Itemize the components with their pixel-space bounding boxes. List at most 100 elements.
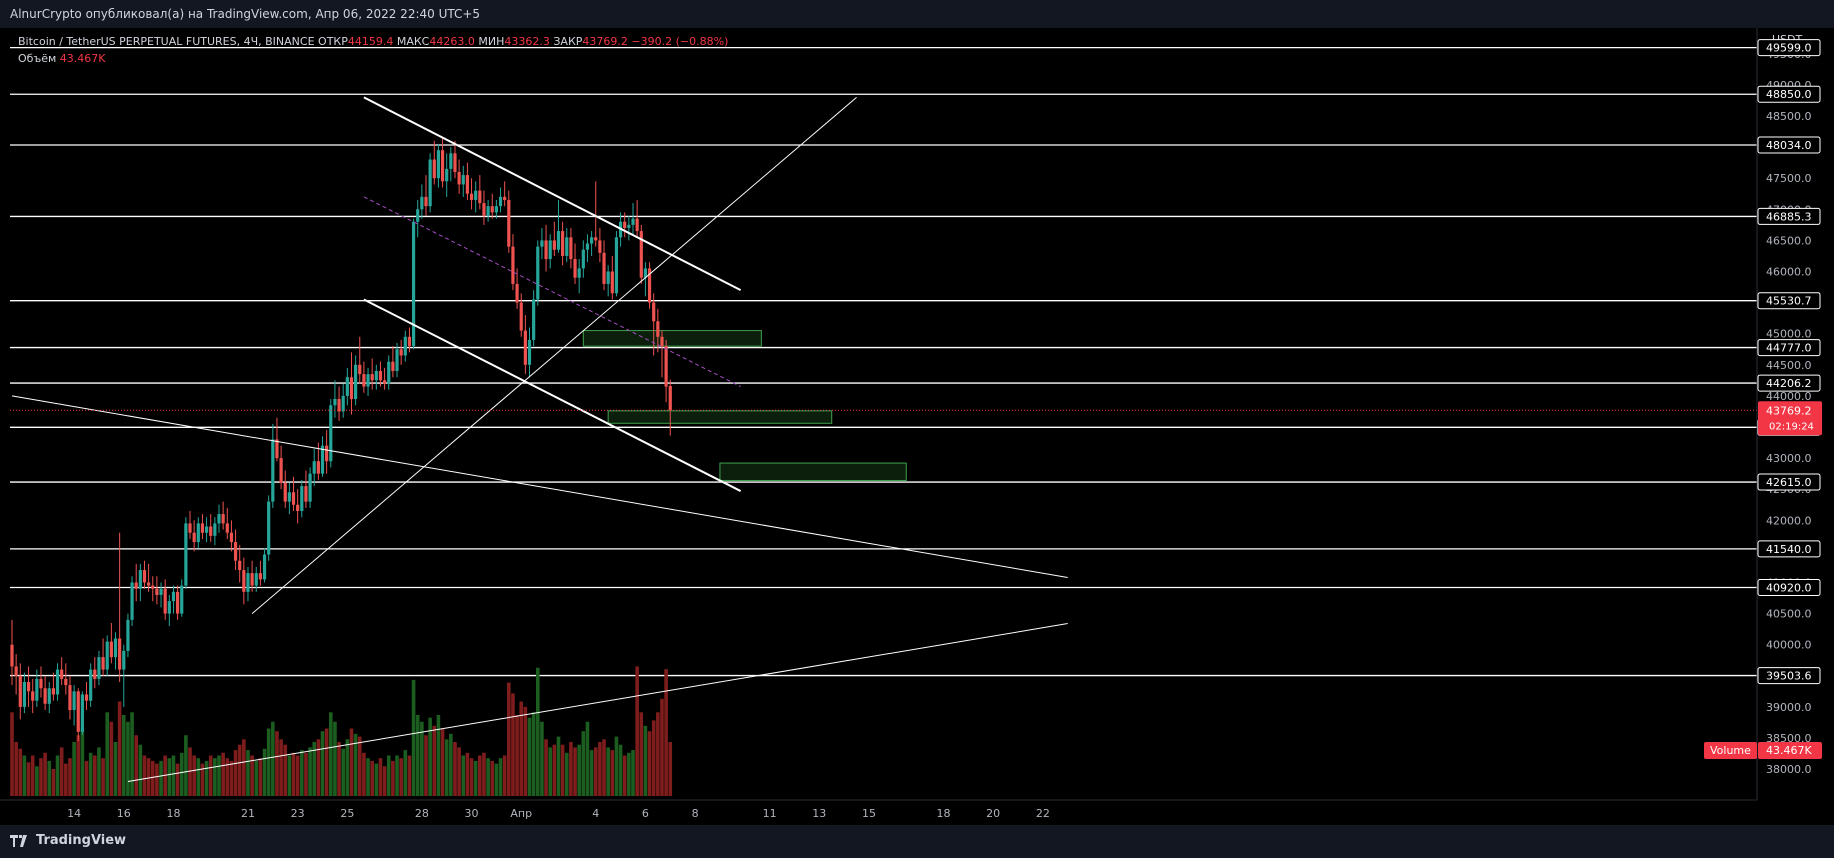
candle-body[interactable] xyxy=(623,221,627,228)
candle-body[interactable] xyxy=(631,218,635,225)
candle-body[interactable] xyxy=(407,336,412,347)
trend-line[interactable] xyxy=(363,298,742,492)
candle-body[interactable] xyxy=(271,439,275,502)
candle-body[interactable] xyxy=(478,190,482,204)
candle-body[interactable] xyxy=(39,678,43,689)
candle-body[interactable] xyxy=(581,249,585,269)
candle-body[interactable] xyxy=(383,380,387,384)
candle-body[interactable] xyxy=(378,371,383,381)
candle-body[interactable] xyxy=(89,669,93,701)
demand-zone[interactable] xyxy=(582,330,762,347)
candle-body[interactable] xyxy=(341,395,345,412)
candle-body[interactable] xyxy=(14,666,18,676)
candle-body[interactable] xyxy=(395,349,399,372)
candle-body[interactable] xyxy=(511,246,515,284)
candle-body[interactable] xyxy=(31,691,35,701)
candle-body[interactable] xyxy=(391,361,395,372)
candle-body[interactable] xyxy=(358,364,362,375)
candle-body[interactable] xyxy=(647,268,652,303)
candle-body[interactable] xyxy=(561,231,565,256)
candle-body[interactable] xyxy=(461,175,465,185)
candle-body[interactable] xyxy=(556,231,561,250)
candle-body[interactable] xyxy=(403,336,407,356)
candle-body[interactable] xyxy=(275,439,279,459)
candle-body[interactable] xyxy=(668,385,672,411)
candle-body[interactable] xyxy=(573,259,577,278)
candle-body[interactable] xyxy=(204,526,209,533)
trend-line[interactable] xyxy=(11,395,1068,579)
candle-body[interactable] xyxy=(64,678,68,686)
candle-body[interactable] xyxy=(449,153,453,169)
candle-body[interactable] xyxy=(428,159,432,207)
candle-body[interactable] xyxy=(424,196,428,207)
candle-body[interactable] xyxy=(399,349,403,356)
candle-body[interactable] xyxy=(76,691,80,732)
candle-body[interactable] xyxy=(291,492,296,505)
candle-body[interactable] xyxy=(544,240,548,260)
candle-body[interactable] xyxy=(354,364,358,400)
candle-body[interactable] xyxy=(664,346,668,387)
candle-body[interactable] xyxy=(93,669,97,679)
candle-body[interactable] xyxy=(606,271,610,284)
candle-body[interactable] xyxy=(35,678,39,701)
candle-body[interactable] xyxy=(176,591,180,614)
candle-body[interactable] xyxy=(532,299,536,340)
candle-body[interactable] xyxy=(469,193,474,200)
candle-body[interactable] xyxy=(643,268,648,278)
candle-body[interactable] xyxy=(316,461,320,474)
candle-body[interactable] xyxy=(84,694,89,701)
candle-body[interactable] xyxy=(639,231,643,278)
candle-body[interactable] xyxy=(22,682,27,707)
candle-body[interactable] xyxy=(527,339,532,365)
trend-line[interactable] xyxy=(363,196,741,388)
candle-body[interactable] xyxy=(320,445,325,474)
candle-body[interactable] xyxy=(519,302,523,331)
candle-body[interactable] xyxy=(453,153,457,172)
candle-body[interactable] xyxy=(416,209,420,222)
candle-body[interactable] xyxy=(474,190,478,200)
candle-body[interactable] xyxy=(296,504,300,511)
candle-body[interactable] xyxy=(217,514,221,524)
candle-body[interactable] xyxy=(498,196,503,207)
candle-body[interactable] xyxy=(159,588,163,595)
demand-zone[interactable] xyxy=(607,410,833,424)
candle-body[interactable] xyxy=(333,399,337,406)
candle-body[interactable] xyxy=(250,573,254,586)
candle-body[interactable] xyxy=(445,168,449,182)
candle-body[interactable] xyxy=(325,445,329,462)
candle-body[interactable] xyxy=(312,461,316,474)
candle-body[interactable] xyxy=(366,374,370,387)
candle-body[interactable] xyxy=(436,150,441,179)
candle-body[interactable] xyxy=(43,688,47,704)
candle-body[interactable] xyxy=(101,657,105,670)
candle-body[interactable] xyxy=(610,271,614,294)
candle-body[interactable] xyxy=(548,240,552,260)
candle-body[interactable] xyxy=(490,206,494,213)
candle-body[interactable] xyxy=(598,240,602,253)
candle-body[interactable] xyxy=(242,570,246,592)
candle-body[interactable] xyxy=(515,283,519,303)
candle-body[interactable] xyxy=(246,573,250,592)
candle-body[interactable] xyxy=(300,486,304,511)
candle-body[interactable] xyxy=(552,240,556,250)
candle-body[interactable] xyxy=(72,691,76,711)
candle-body[interactable] xyxy=(465,175,469,194)
candle-body[interactable] xyxy=(130,582,134,620)
candle-body[interactable] xyxy=(142,570,147,583)
candle-body[interactable] xyxy=(238,560,242,571)
candle-body[interactable] xyxy=(55,669,60,695)
candle-body[interactable] xyxy=(349,377,354,400)
candle-body[interactable] xyxy=(105,641,109,670)
candle-body[interactable] xyxy=(109,641,113,658)
price-chart[interactable]: 38000.038500.039000.039500.040000.040500… xyxy=(0,28,1834,825)
candle-body[interactable] xyxy=(147,582,151,586)
candle-body[interactable] xyxy=(155,588,159,595)
candle-body[interactable] xyxy=(26,682,31,692)
candle-body[interactable] xyxy=(337,399,341,412)
candle-body[interactable] xyxy=(536,246,540,300)
candle-body[interactable] xyxy=(167,601,171,614)
candle-body[interactable] xyxy=(47,688,51,704)
candle-body[interactable] xyxy=(411,221,416,347)
candle-body[interactable] xyxy=(565,237,569,256)
trend-line[interactable] xyxy=(127,623,1068,783)
